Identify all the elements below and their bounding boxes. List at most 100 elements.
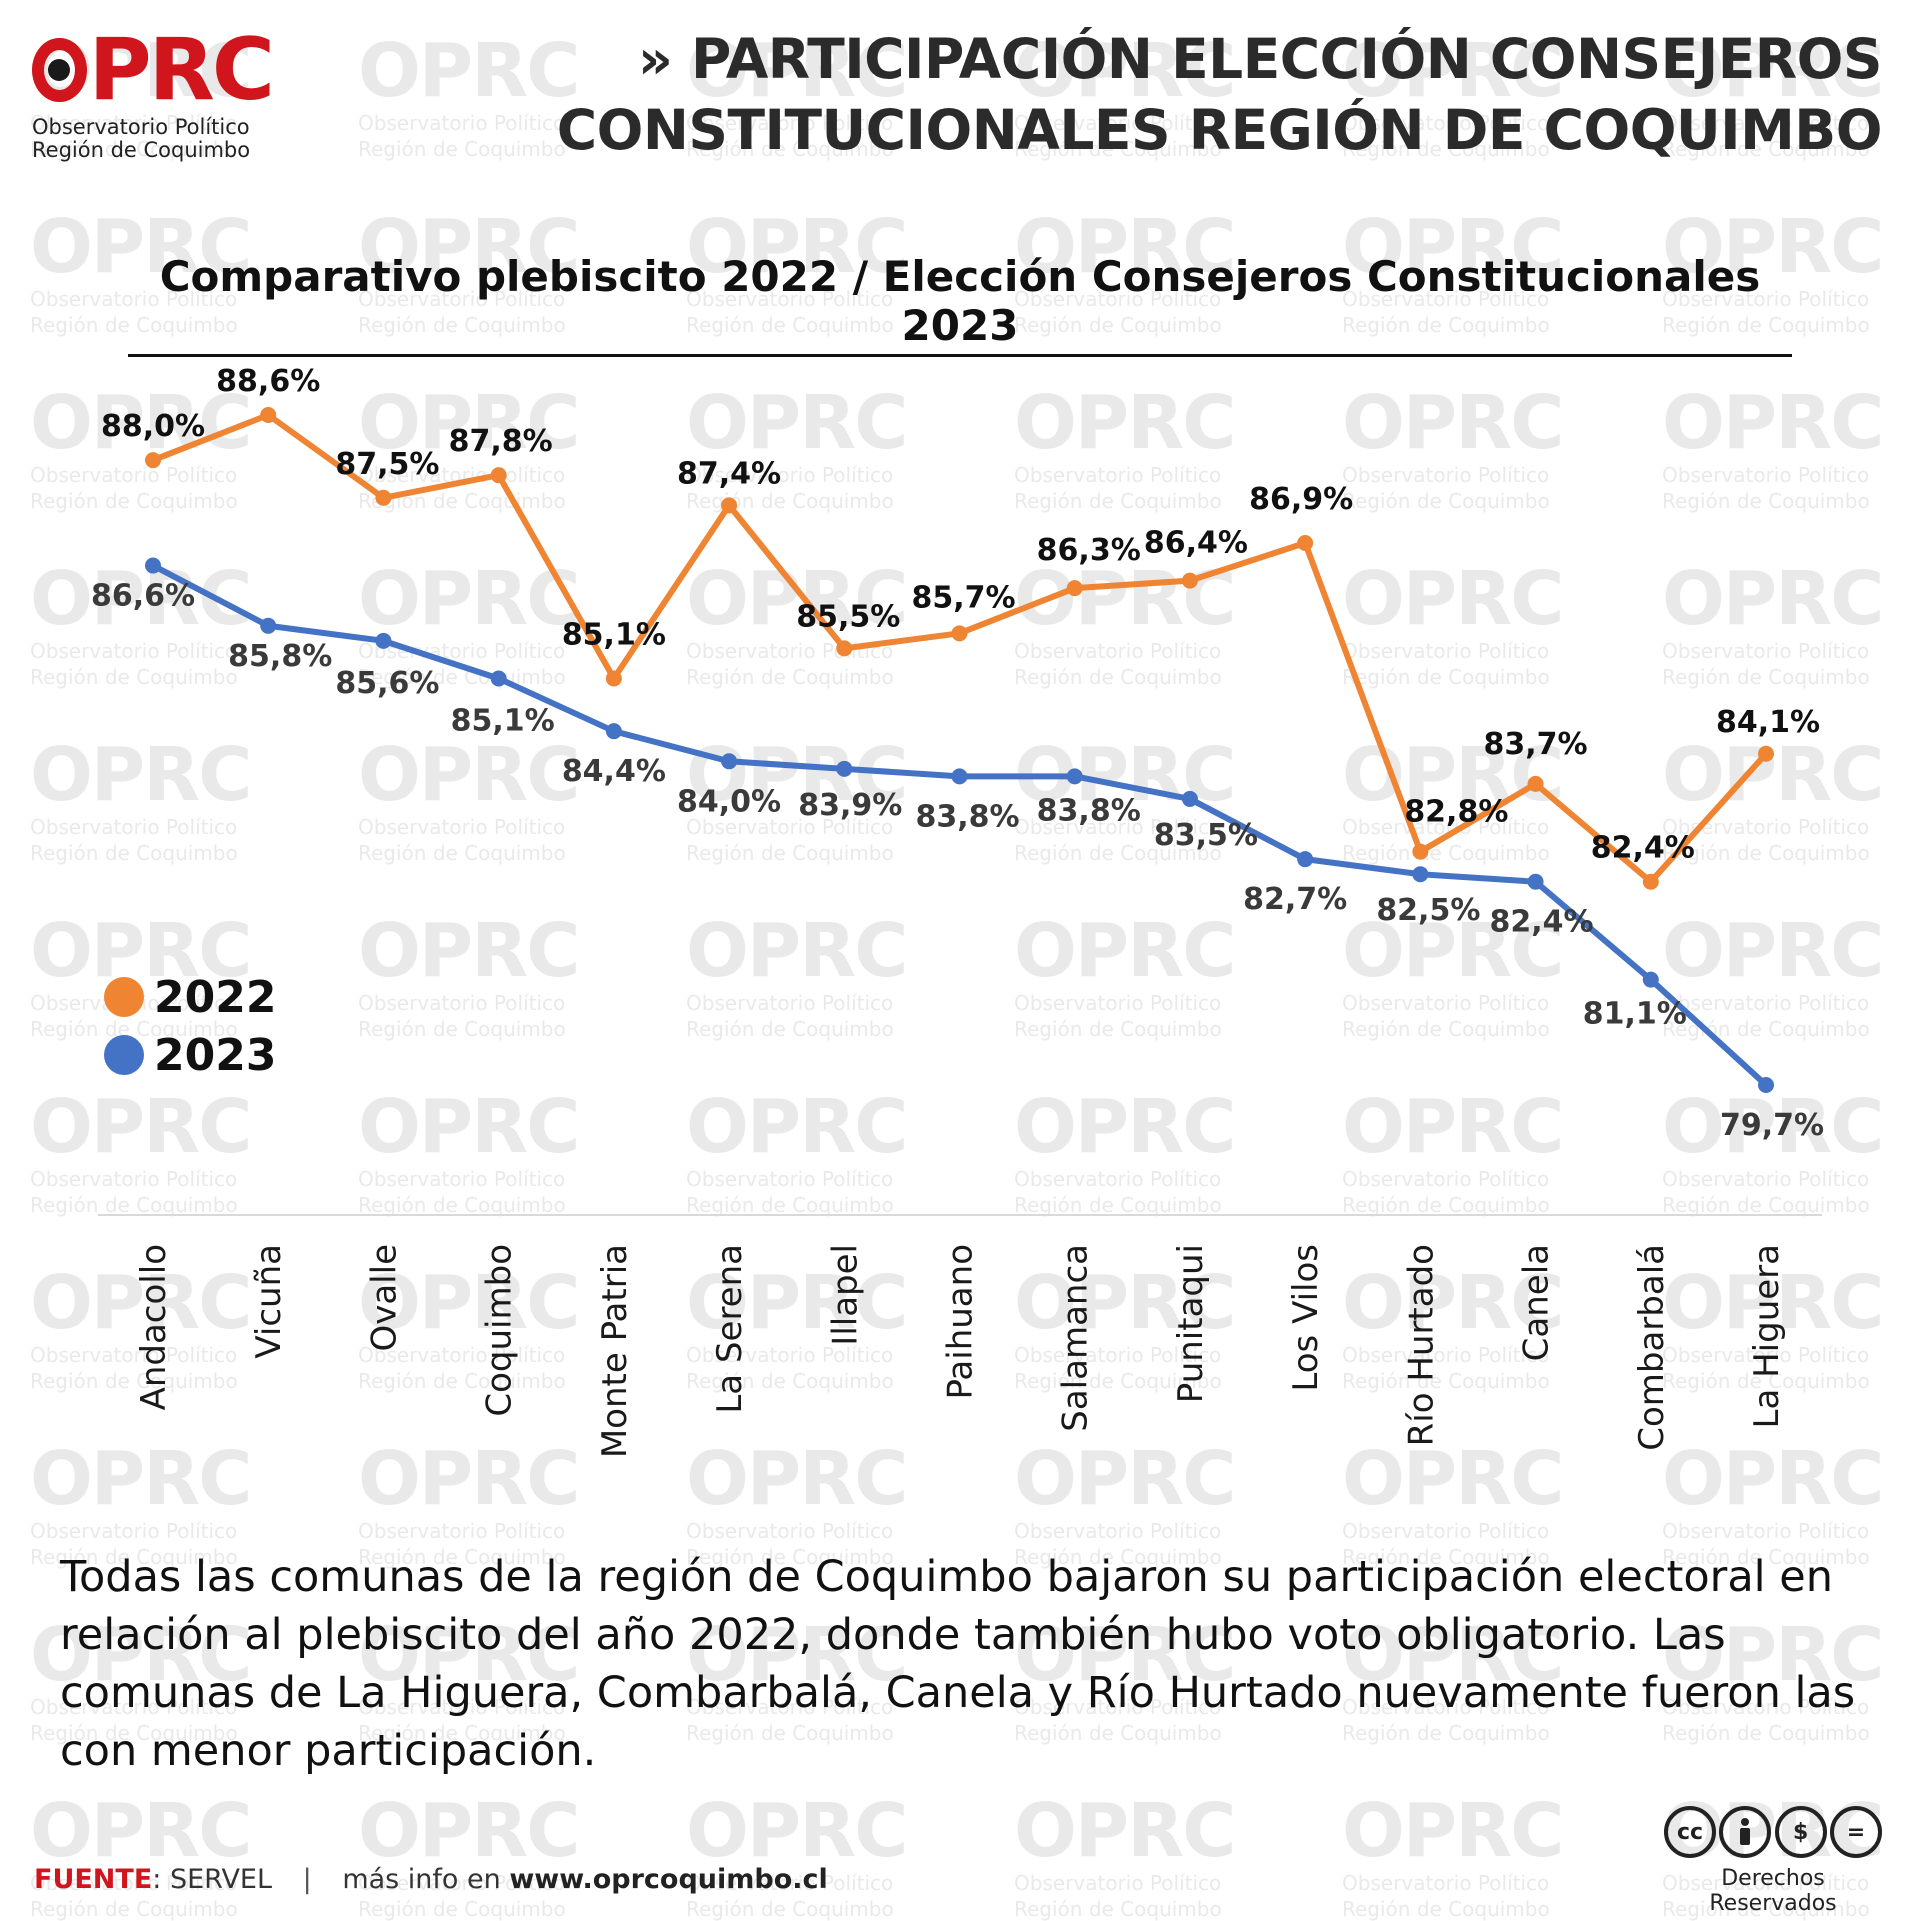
category-label: Illapel [825, 1244, 865, 1346]
data-label-2022: 86,3% [1037, 533, 1141, 568]
logo-org-line1: Observatorio Político [32, 115, 250, 139]
title-line1: PARTICIPACIÓN ELECCIÓN CONSEJEROS [690, 27, 1883, 91]
data-label-2023: 83,9% [798, 788, 902, 823]
data-label-2023: 81,1% [1583, 997, 1687, 1032]
data-label-2022: 88,0% [101, 409, 205, 444]
page-title: » PARTICIPACIÓN ELECCIÓN CONSEJEROS CONS… [556, 24, 1883, 165]
data-point-2022 [1297, 534, 1314, 551]
data-point-2022 [145, 452, 161, 469]
data-label-2022: 87,8% [449, 424, 553, 459]
data-point-2023 [605, 723, 622, 740]
data-point-2022 [605, 670, 622, 687]
data-label-2023: 86,6% [91, 579, 195, 614]
footer-source: FUENTE: SERVEL | más info en www.oprcoqu… [34, 1864, 828, 1895]
data-point-2022 [260, 407, 277, 423]
category-label: Paihuano [941, 1244, 981, 1400]
data-label-2023: 82,5% [1376, 893, 1480, 928]
legend-label-2022: 2022 [154, 971, 277, 1023]
logo-org-name: Observatorio Político Región de Coquimbo [32, 116, 272, 162]
data-point-2023 [951, 768, 968, 785]
data-label-2023: 79,7% [1720, 1108, 1824, 1143]
data-label-2022: 88,6% [216, 364, 320, 399]
category-label: Río Hurtado [1401, 1244, 1441, 1446]
category-label: La Serena [710, 1244, 750, 1414]
legend-label-2023: 2023 [154, 1029, 277, 1081]
nd-icon: = [1829, 1806, 1882, 1858]
data-label-2022: 83,7% [1484, 727, 1588, 762]
rights-text: Derechos Reservados [1709, 1866, 1837, 1916]
data-point-2022 [836, 640, 853, 657]
chart-title: Comparativo plebiscito 2022 / Elección C… [128, 252, 1792, 357]
footer-separator: | [302, 1864, 312, 1895]
logo-letters: PRC [88, 20, 275, 120]
logo-mark: PRC [32, 20, 275, 120]
data-point-2022 [1066, 580, 1083, 597]
data-point-2022 [490, 467, 507, 484]
data-point-2023 [260, 617, 277, 634]
data-point-2023 [1066, 768, 1083, 785]
data-point-2023 [1181, 790, 1198, 807]
data-label-2023: 82,7% [1243, 882, 1347, 917]
data-label-2023: 83,8% [1037, 793, 1141, 828]
data-point-2022 [1412, 843, 1429, 860]
license-badge: cc $ = Derechos Reservados [1664, 1806, 1882, 1916]
data-label-2023: 84,4% [562, 754, 666, 789]
more-info-text: más info en [342, 1864, 510, 1895]
logo-org-line2: Región de Coquimbo [32, 138, 251, 162]
data-label-2023: 82,4% [1490, 905, 1594, 940]
data-label-2022: 87,4% [677, 456, 781, 491]
legend: 2022 2023 [104, 968, 276, 1084]
data-point-2022 [1527, 775, 1544, 792]
summary-note: Todas las comunas de la región de Coquim… [60, 1552, 1856, 1776]
data-point-2022 [1181, 572, 1198, 589]
legend-swatch-2023 [104, 1035, 144, 1075]
data-point-2023 [1297, 851, 1314, 868]
category-label: Coquimbo [480, 1244, 520, 1417]
data-label-2022: 86,9% [1249, 482, 1353, 517]
data-label-2023: 85,1% [451, 703, 555, 738]
website-link[interactable]: www.oprcoquimbo.cl [509, 1864, 828, 1895]
category-label: Punitaqui [1171, 1244, 1211, 1403]
data-label-2023: 83,5% [1154, 818, 1258, 853]
data-label-2022: 82,4% [1591, 831, 1695, 866]
data-point-2023 [1642, 971, 1659, 988]
data-point-2022 [951, 625, 968, 642]
category-label: Monte Patria [595, 1244, 635, 1458]
cc-icon: cc [1664, 1806, 1716, 1858]
category-label: Combarbalá [1632, 1244, 1672, 1451]
category-label: Vicuña [249, 1244, 289, 1359]
data-label-2023: 85,8% [228, 639, 332, 674]
title-line2: CONSTITUCIONALES REGIÓN DE COQUIMBO [556, 98, 1883, 162]
data-label-2023: 83,8% [915, 799, 1019, 834]
data-point-2023 [1758, 1077, 1774, 1093]
category-label: Salamanca [1056, 1244, 1096, 1432]
data-label-2022: 87,5% [335, 447, 439, 482]
data-point-2023 [1412, 866, 1429, 883]
data-label-2022: 85,7% [911, 580, 1015, 615]
chevron-icon: » [637, 28, 673, 91]
data-point-2023 [490, 670, 507, 687]
category-label: Canela [1517, 1244, 1557, 1361]
category-label: La Higuera [1747, 1244, 1787, 1428]
data-point-2023 [145, 557, 161, 574]
nc-icon: $ [1774, 1806, 1827, 1858]
data-point-2023 [836, 760, 853, 777]
source-label: FUENTE [34, 1864, 153, 1895]
data-point-2023 [375, 632, 392, 649]
data-point-2022 [721, 497, 738, 514]
by-icon [1719, 1806, 1772, 1858]
data-label-2023: 84,0% [677, 784, 781, 819]
data-label-2022: 86,4% [1144, 526, 1248, 561]
legend-swatch-2022 [104, 977, 144, 1017]
data-point-2023 [1527, 873, 1544, 890]
source-value: : SERVEL [152, 1864, 273, 1895]
data-label-2022: 84,1% [1716, 705, 1820, 740]
data-point-2022 [1642, 873, 1659, 890]
category-label: Ovalle [364, 1244, 404, 1352]
data-point-2023 [721, 753, 738, 770]
data-point-2022 [1758, 745, 1774, 762]
oprc-logo: PRC Observatorio Político Región de Coqu… [32, 20, 275, 162]
legend-item-2023: 2023 [104, 1026, 276, 1084]
legend-item-2022: 2022 [104, 968, 276, 1026]
